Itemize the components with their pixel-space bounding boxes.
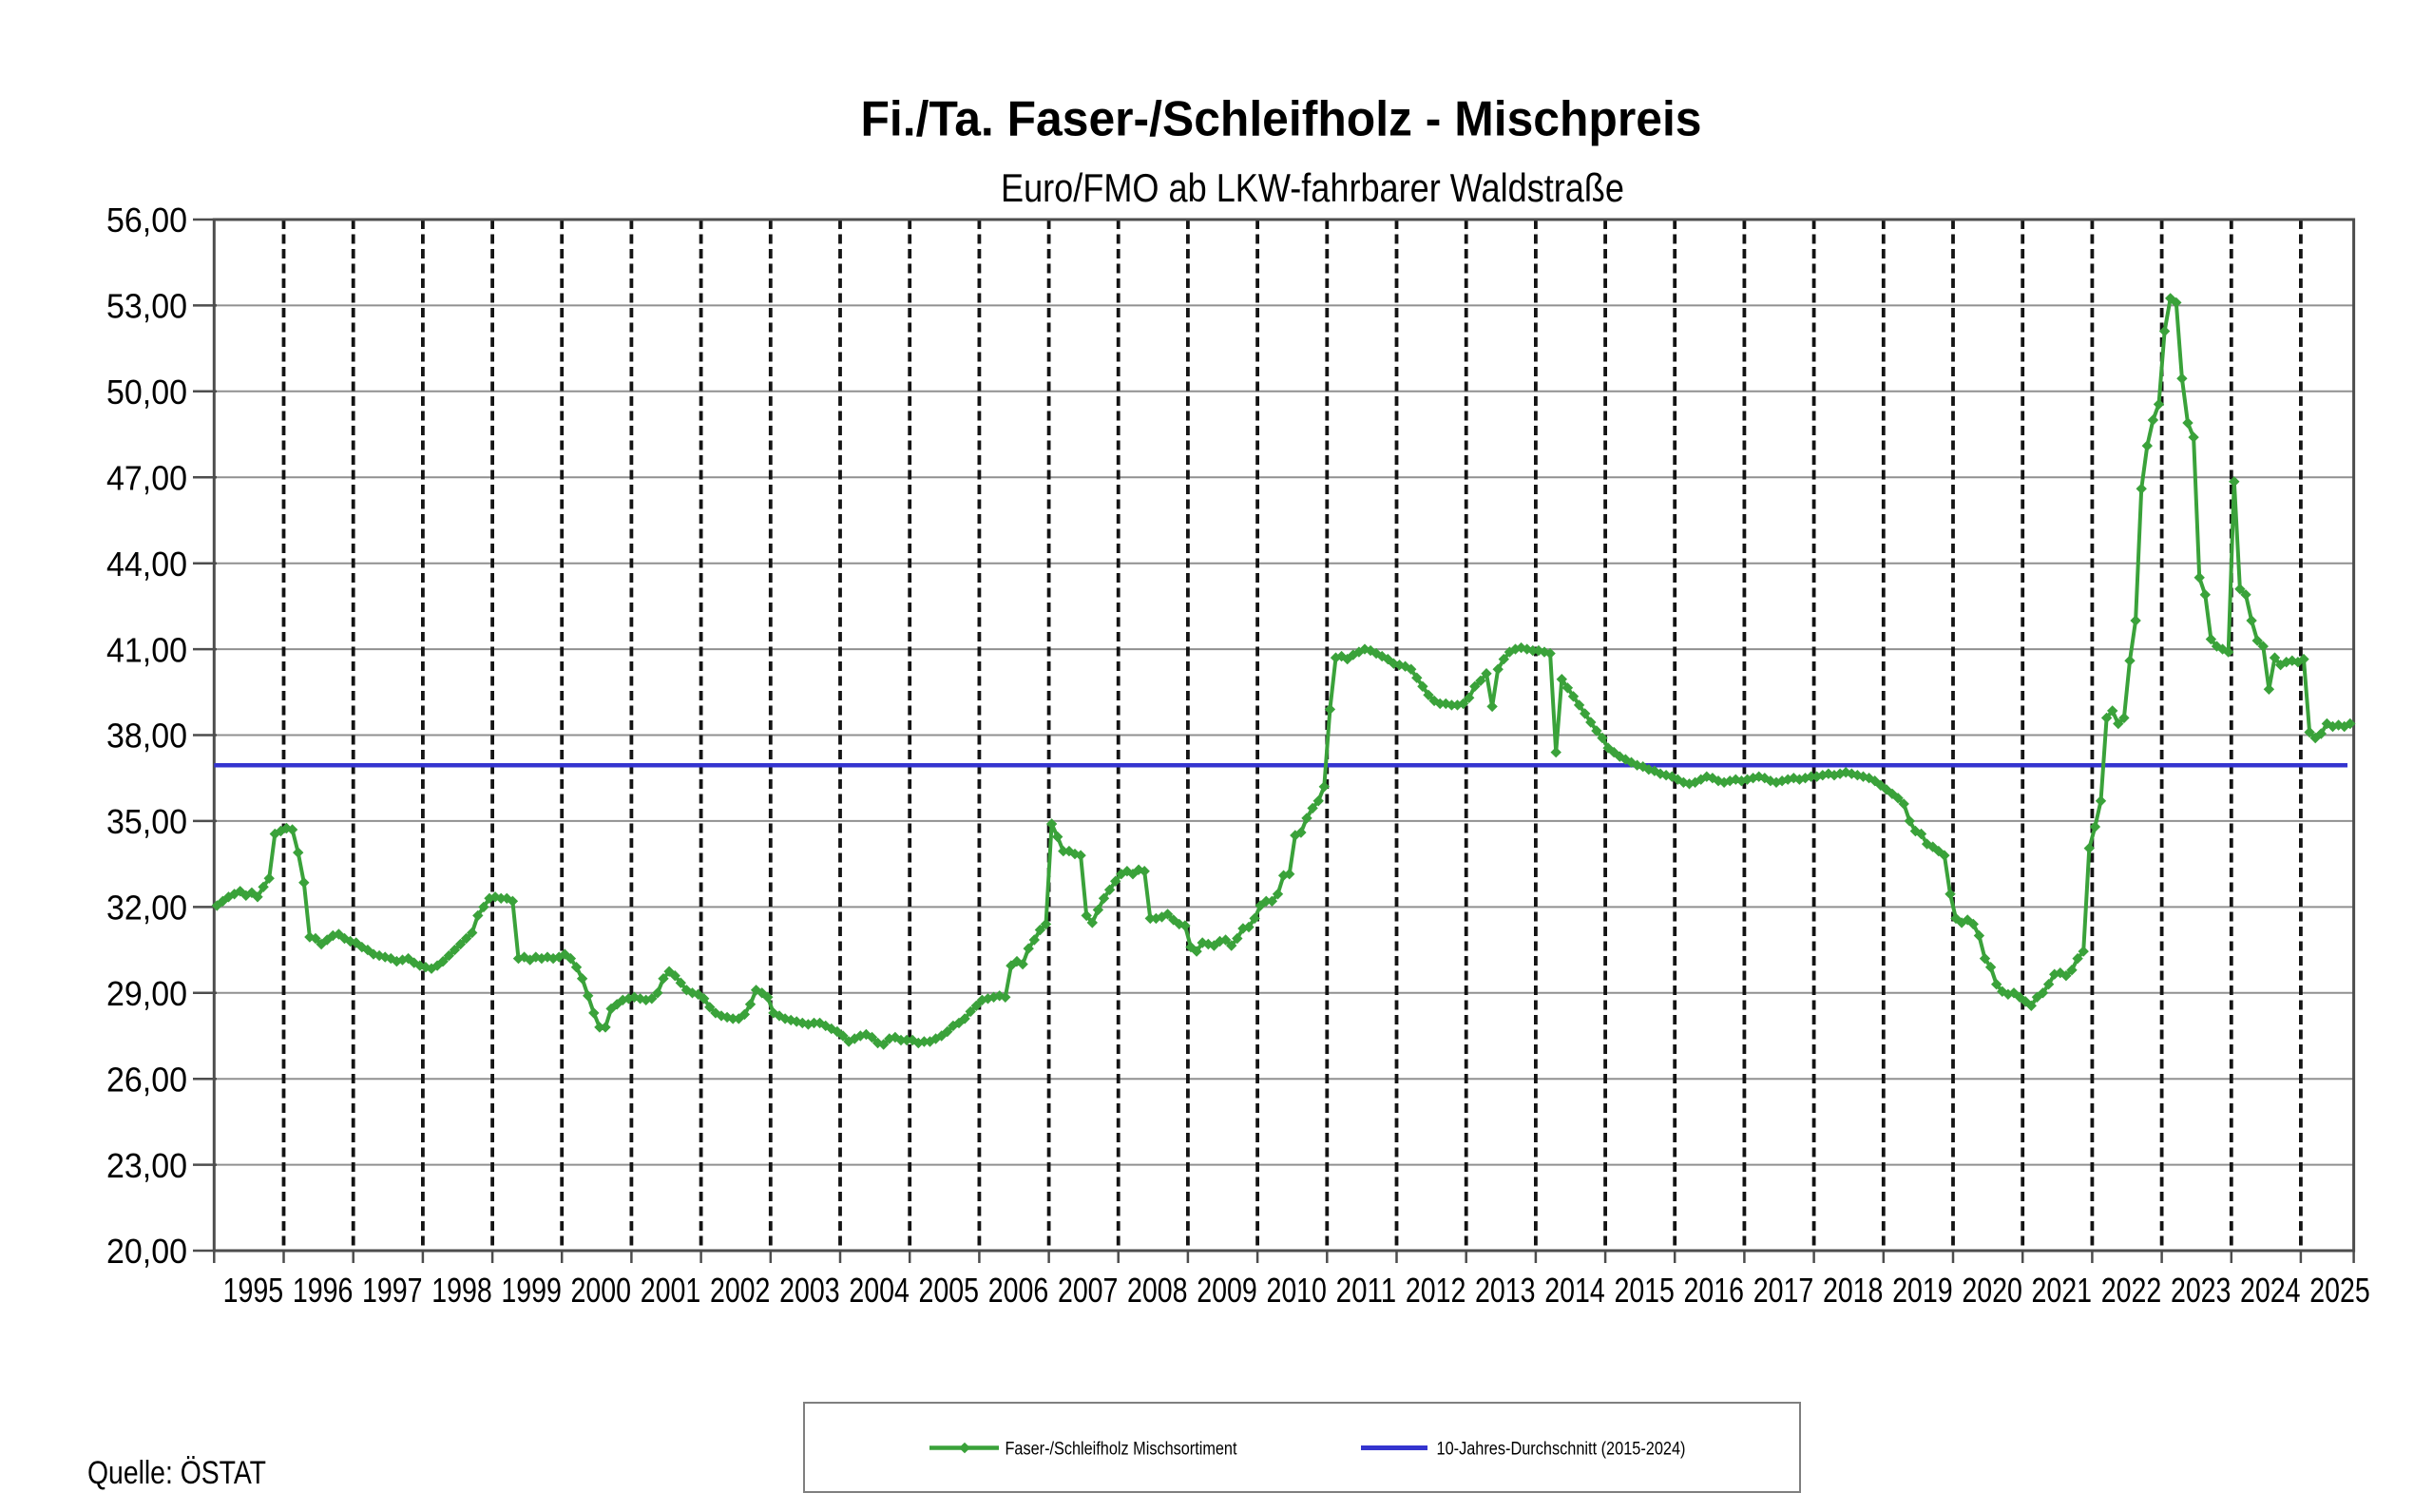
svg-text:50,00: 50,00	[106, 373, 187, 411]
svg-text:1997: 1997	[362, 1271, 423, 1310]
svg-text:2018: 2018	[1823, 1271, 1884, 1310]
svg-text:2016: 2016	[1684, 1271, 1745, 1310]
svg-text:Fi./Ta. Faser-/Schleifholz - M: Fi./Ta. Faser-/Schleifholz - Mischpreis	[861, 92, 1702, 147]
svg-text:47,00: 47,00	[106, 459, 187, 498]
svg-text:2017: 2017	[1753, 1271, 1814, 1310]
svg-text:Faser-/Schleifholz Mischsortim: Faser-/Schleifholz Mischsortiment	[1006, 1440, 1238, 1460]
svg-text:56,00: 56,00	[106, 201, 187, 239]
svg-text:2021: 2021	[2032, 1271, 2093, 1310]
svg-text:2014: 2014	[1544, 1271, 1605, 1310]
svg-text:2024: 2024	[2240, 1271, 2301, 1310]
svg-text:2002: 2002	[710, 1271, 771, 1310]
svg-text:2003: 2003	[779, 1271, 840, 1310]
svg-text:2020: 2020	[1962, 1271, 2022, 1310]
svg-text:1996: 1996	[293, 1271, 354, 1310]
svg-text:2025: 2025	[2309, 1271, 2370, 1310]
svg-text:2001: 2001	[641, 1271, 701, 1310]
svg-text:2022: 2022	[2101, 1271, 2162, 1310]
svg-text:20,00: 20,00	[106, 1232, 187, 1271]
svg-text:1998: 1998	[431, 1271, 492, 1310]
svg-text:2013: 2013	[1475, 1271, 1536, 1310]
svg-text:26,00: 26,00	[106, 1060, 187, 1099]
svg-text:23,00: 23,00	[106, 1146, 187, 1185]
svg-text:2000: 2000	[571, 1271, 632, 1310]
svg-text:2010: 2010	[1266, 1271, 1327, 1310]
svg-text:1999: 1999	[501, 1271, 562, 1310]
svg-text:2015: 2015	[1614, 1271, 1675, 1310]
svg-text:29,00: 29,00	[106, 974, 187, 1013]
svg-text:38,00: 38,00	[106, 717, 187, 756]
svg-text:2023: 2023	[2171, 1271, 2232, 1310]
svg-text:53,00: 53,00	[106, 287, 187, 326]
svg-text:2006: 2006	[988, 1271, 1049, 1310]
svg-text:44,00: 44,00	[106, 545, 187, 584]
svg-text:2011: 2011	[1336, 1271, 1397, 1310]
svg-text:2009: 2009	[1197, 1271, 1257, 1310]
svg-text:2012: 2012	[1406, 1271, 1466, 1310]
svg-text:2004: 2004	[849, 1271, 910, 1310]
svg-text:1995: 1995	[223, 1271, 284, 1310]
svg-text:2005: 2005	[919, 1271, 980, 1310]
svg-text:35,00: 35,00	[106, 802, 187, 841]
svg-text:2008: 2008	[1127, 1271, 1188, 1310]
svg-text:41,00: 41,00	[106, 630, 187, 669]
svg-text:Quelle: ÖSTAT: Quelle: ÖSTAT	[87, 1455, 266, 1491]
svg-text:32,00: 32,00	[106, 889, 187, 928]
svg-text:Euro/FMO ab LKW-fahrbarer Wald: Euro/FMO ab LKW-fahrbarer Waldstraße	[1001, 165, 1624, 210]
svg-text:2007: 2007	[1058, 1271, 1119, 1310]
svg-text:10-Jahres-Durchschnitt (2015-2: 10-Jahres-Durchschnitt (2015-2024)	[1437, 1440, 1686, 1460]
svg-text:2019: 2019	[1892, 1271, 1953, 1310]
